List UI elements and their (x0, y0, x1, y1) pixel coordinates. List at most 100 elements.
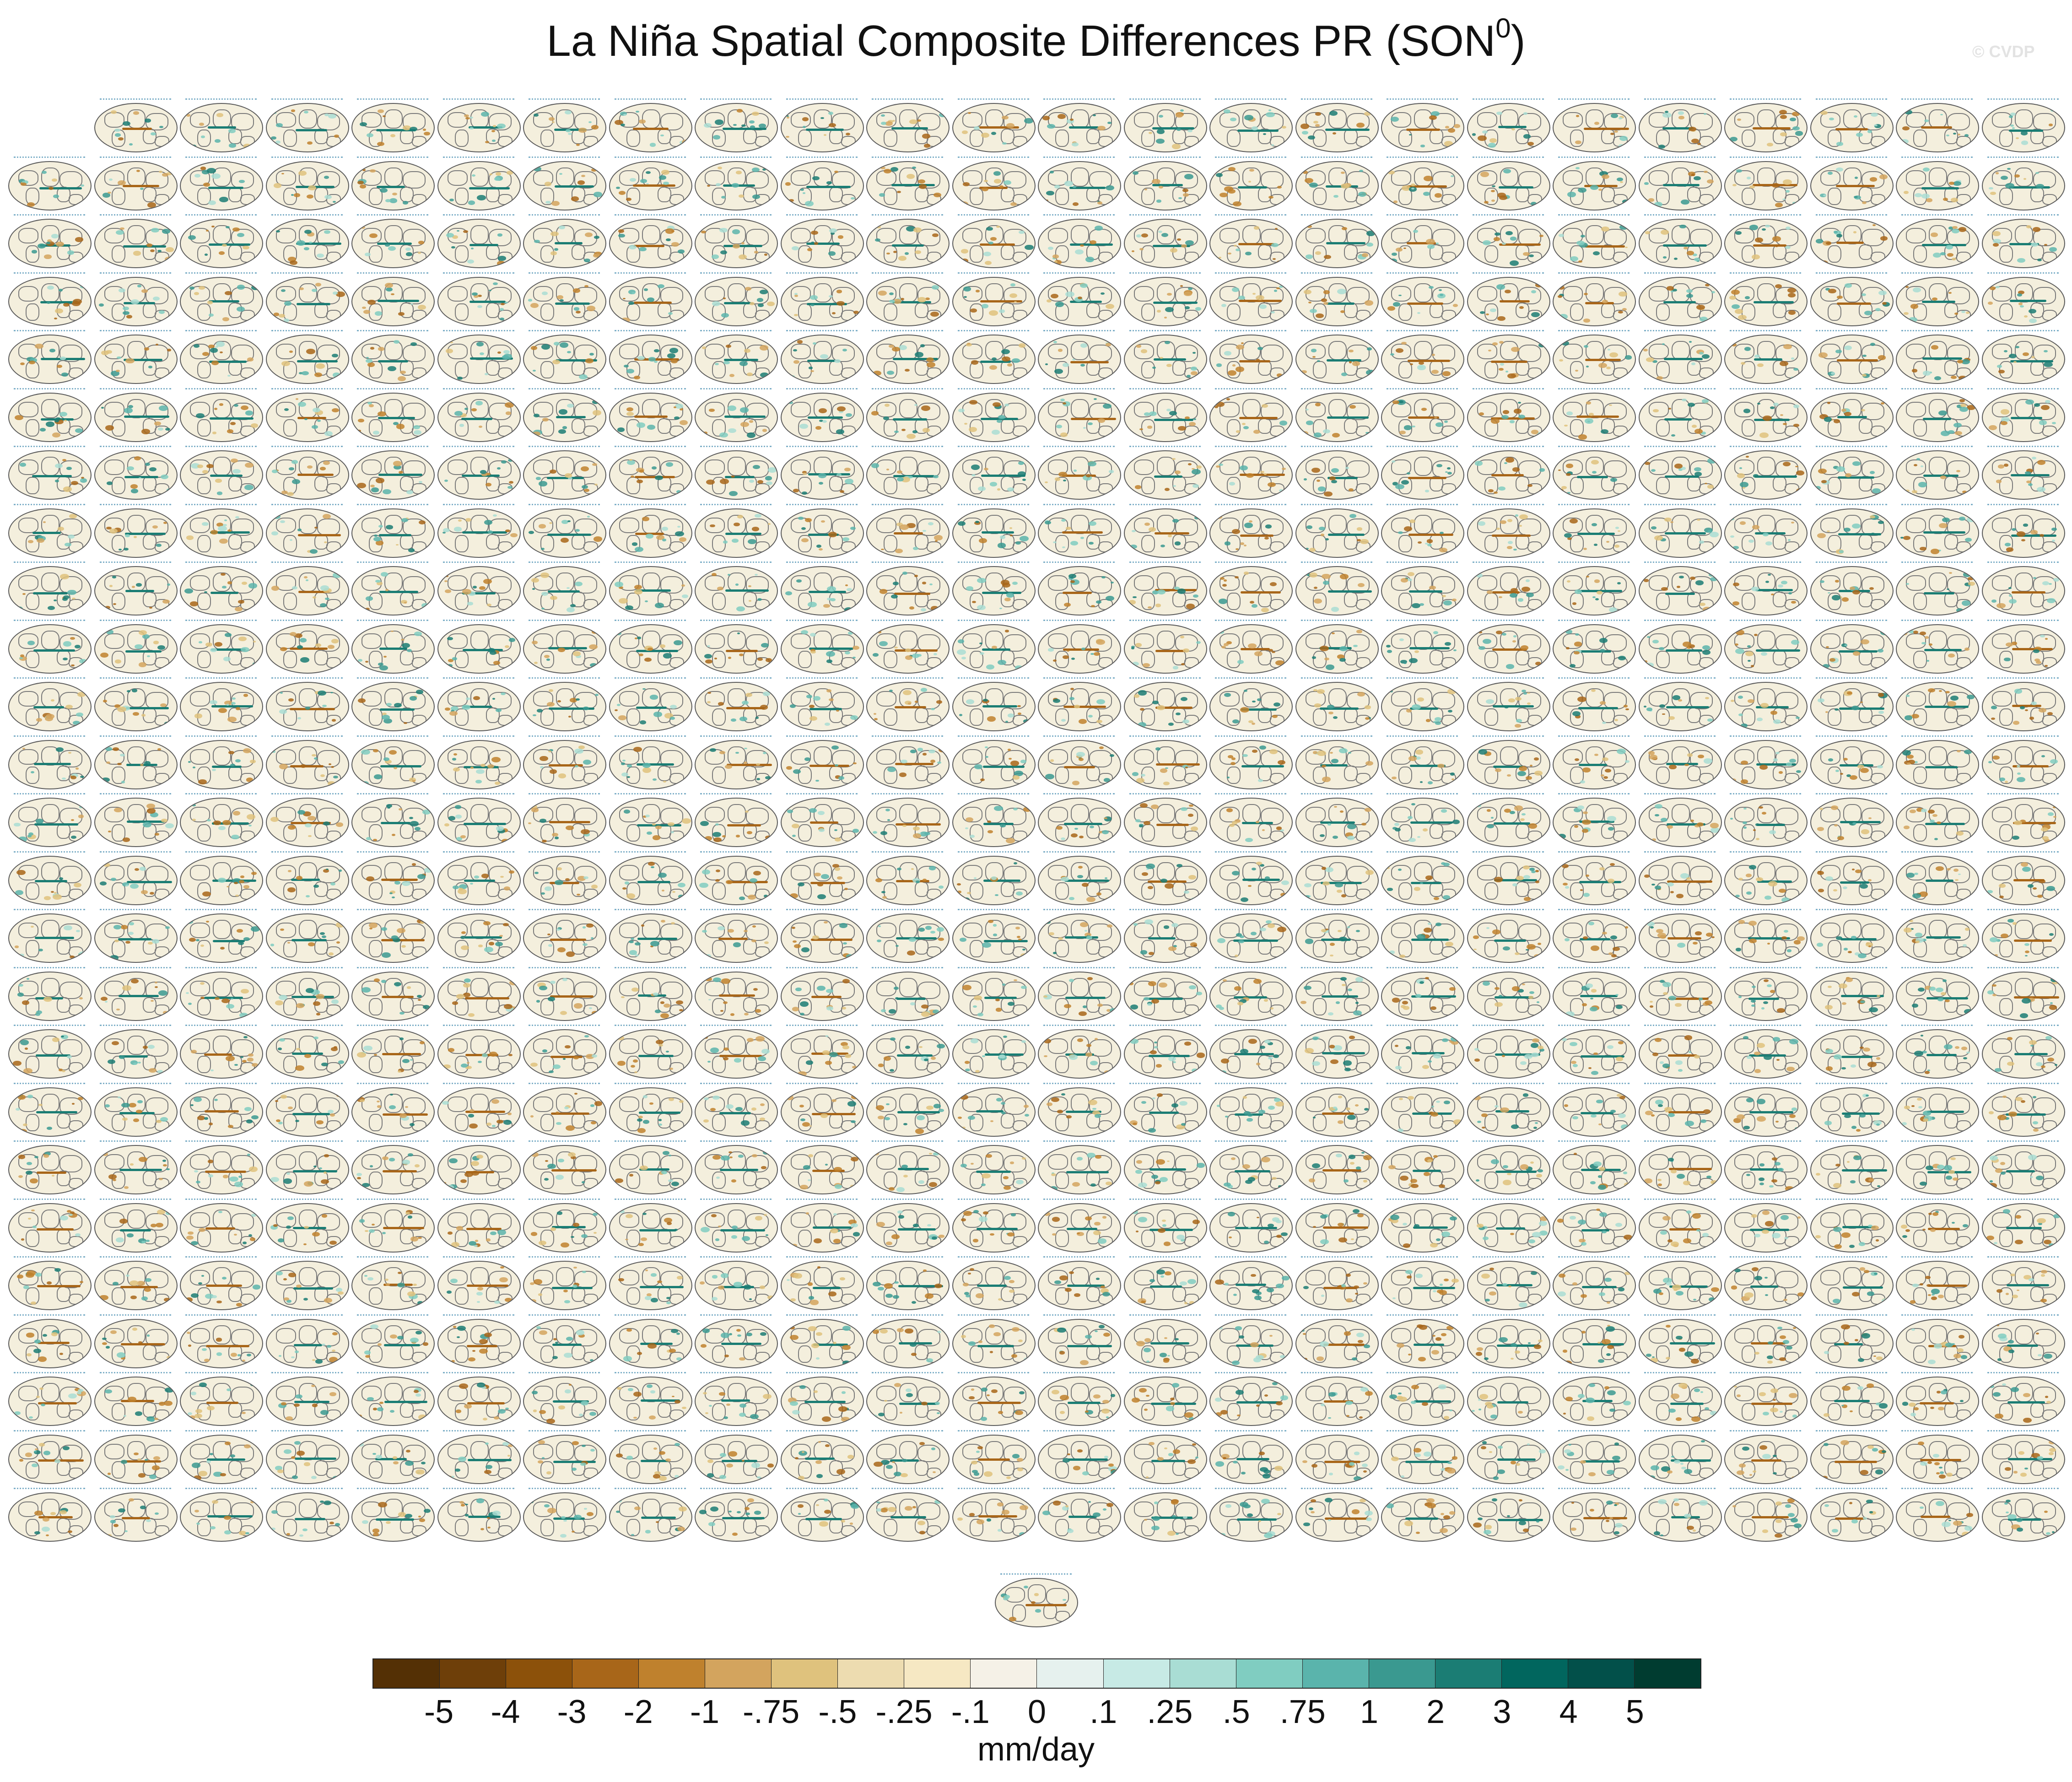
panel-caption (100, 98, 171, 102)
anomaly-patch (492, 140, 496, 142)
anomaly-patch (216, 113, 223, 117)
anomaly-patch (469, 117, 473, 119)
panel-caption (185, 98, 257, 102)
map-ellipse (1295, 161, 1379, 211)
panel-caption (1129, 157, 1201, 160)
continent-outline (1906, 112, 1926, 128)
anomaly-patch (829, 123, 836, 128)
anomaly-patch (1619, 144, 1624, 148)
anomaly-patch (1391, 117, 1399, 122)
anomaly-patch (465, 117, 470, 120)
anomaly-patch (1358, 192, 1366, 197)
anomaly-patch (1266, 112, 1274, 118)
map-ellipse (180, 161, 263, 211)
anomaly-patch (578, 128, 587, 133)
map-ellipse (609, 161, 692, 211)
anomaly-patch (1064, 181, 1073, 186)
panel-caption (700, 157, 772, 160)
anomaly-patch (1966, 145, 1975, 150)
anomaly-patch (759, 124, 766, 128)
anomaly-patch (1478, 135, 1486, 141)
anomaly-patch (713, 135, 720, 139)
anomaly-patch (1575, 140, 1581, 144)
continent-outline (884, 188, 897, 205)
anomaly-patch (639, 119, 646, 124)
continent-outline (755, 136, 770, 147)
anomaly-patch (785, 171, 788, 173)
map-ellipse (1124, 103, 1207, 152)
anomaly-patch (1313, 121, 1318, 124)
anomaly-patch (890, 167, 898, 172)
anomaly-patch (1523, 112, 1527, 115)
map-ellipse (866, 161, 950, 211)
anomaly-patch (974, 126, 980, 130)
equatorial-anomaly (208, 187, 243, 189)
anomaly-patch (1172, 144, 1181, 149)
anomaly-patch (984, 180, 988, 183)
anomaly-patch (879, 193, 885, 197)
anomaly-patch (1271, 144, 1274, 146)
continent-outline (540, 130, 554, 147)
continent-outline (59, 171, 82, 189)
continent-outline (962, 112, 982, 128)
continent-outline (1563, 170, 1583, 186)
anomaly-patch (2049, 124, 2053, 126)
anomaly-patch (378, 109, 383, 113)
anomaly-patch (362, 169, 366, 171)
continent-outline (556, 167, 574, 187)
continent-outline (2033, 113, 2056, 130)
continent-outline (970, 188, 983, 205)
continent-outline (384, 167, 403, 187)
composite-map-panel (180, 157, 262, 210)
anomaly-patch (721, 196, 726, 199)
continent-outline (1477, 112, 1497, 128)
map-ellipse (695, 103, 778, 152)
anomaly-patch (1072, 142, 1079, 146)
anomaly-patch (591, 125, 599, 130)
map-ellipse (1982, 103, 2065, 152)
anomaly-patch (834, 171, 838, 173)
anomaly-patch (1308, 135, 1315, 140)
continent-outline (2042, 136, 2057, 147)
panel-caption (529, 98, 600, 102)
anomaly-patch (1268, 196, 1273, 199)
composite-map-panel (94, 98, 177, 151)
panel-caption (1987, 98, 2059, 102)
anomaly-patch (884, 169, 891, 173)
map-ellipse (1209, 161, 1293, 211)
map-ellipse (781, 103, 864, 152)
anomaly-patch (1472, 133, 1476, 135)
continent-outline (1141, 188, 1155, 205)
anomaly-patch (1046, 191, 1054, 195)
equatorial-anomaly (1069, 126, 1099, 129)
continent-outline (705, 170, 725, 186)
map-ellipse (437, 161, 521, 211)
anomaly-patch (392, 193, 397, 196)
map-ellipse (1896, 103, 1979, 152)
anomaly-patch (2016, 137, 2018, 139)
anomaly-patch (357, 181, 364, 184)
anomaly-patch (1097, 201, 1102, 205)
anomaly-patch (49, 187, 54, 190)
equatorial-anomaly (1325, 129, 1370, 131)
composite-map-panel (1038, 157, 1120, 210)
continent-outline (1157, 167, 1175, 187)
composite-map-panel (1467, 157, 1549, 210)
anomaly-patch (1576, 167, 1580, 169)
anomaly-patch (1157, 129, 1165, 134)
anomaly-patch (545, 182, 551, 186)
anomaly-patch (494, 177, 500, 181)
continent-outline (1757, 109, 1775, 129)
equatorial-anomaly (806, 129, 844, 131)
anomaly-patch (507, 171, 513, 175)
anomaly-patch (924, 144, 930, 147)
anomaly-patch (129, 143, 133, 146)
map-ellipse (8, 161, 92, 211)
anomaly-patch (566, 129, 571, 132)
composite-map-panel (351, 98, 434, 151)
anomaly-patch (424, 132, 430, 135)
composite-map-panel (609, 157, 691, 210)
anomaly-patch (991, 132, 997, 135)
map-ellipse (351, 161, 435, 211)
continent-outline (1219, 112, 1240, 128)
